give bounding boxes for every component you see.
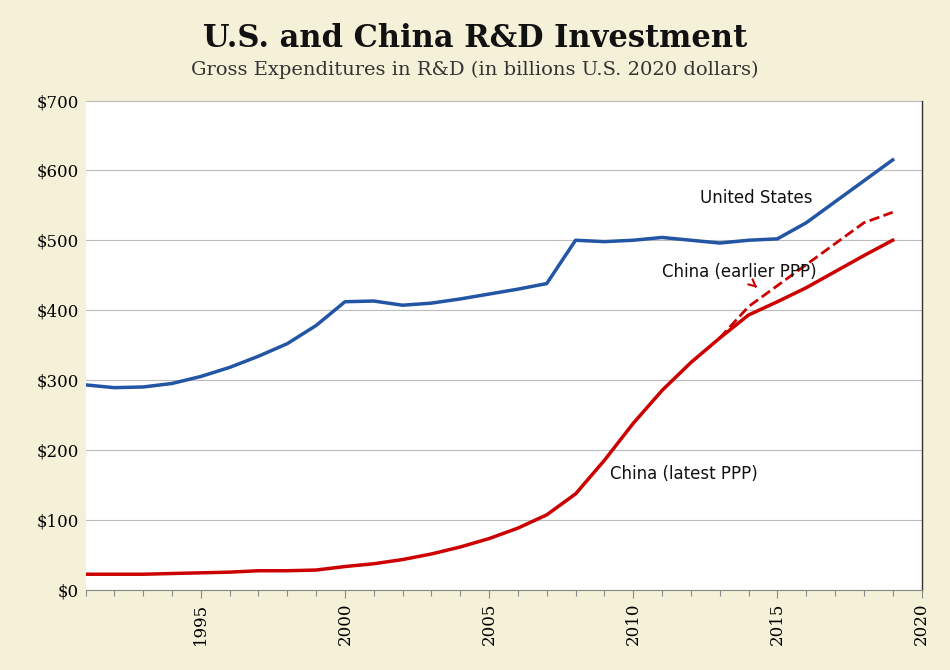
- Text: China (earlier PPP): China (earlier PPP): [662, 263, 817, 287]
- Text: Gross Expenditures in R&D (in billions U.S. 2020 dollars): Gross Expenditures in R&D (in billions U…: [191, 60, 759, 78]
- Text: China (latest PPP): China (latest PPP): [610, 465, 758, 483]
- Text: United States: United States: [699, 189, 812, 207]
- Text: U.S. and China R&D Investment: U.S. and China R&D Investment: [203, 23, 747, 54]
